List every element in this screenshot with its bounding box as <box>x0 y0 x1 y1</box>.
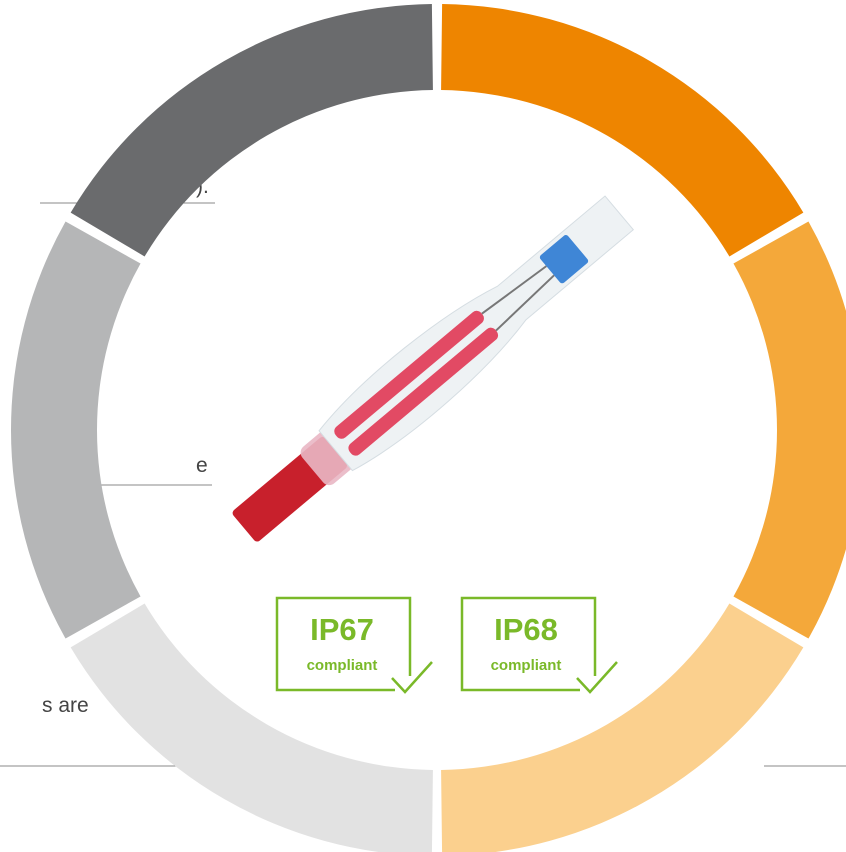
page: ). e s are IP67 compliant IP68 compliant… <box>0 0 846 852</box>
ring <box>11 4 846 852</box>
badge: IP67 compliant <box>277 598 432 692</box>
badge-code: IP67 <box>310 612 374 647</box>
ring-segment <box>71 4 433 256</box>
text-fragment: s are <box>42 694 89 717</box>
text-fragment: e <box>196 454 208 477</box>
badge-label: compliant <box>491 657 562 674</box>
graphic: ). e s are IP67 compliant IP68 compliant <box>0 0 846 852</box>
badge: IP68 compliant <box>462 598 617 692</box>
ring-segment <box>11 221 141 638</box>
ring-segment <box>71 604 433 852</box>
ring-segment <box>733 221 846 638</box>
badge-code: IP68 <box>494 612 558 647</box>
product-image <box>221 186 641 554</box>
badge-label: compliant <box>307 657 378 674</box>
